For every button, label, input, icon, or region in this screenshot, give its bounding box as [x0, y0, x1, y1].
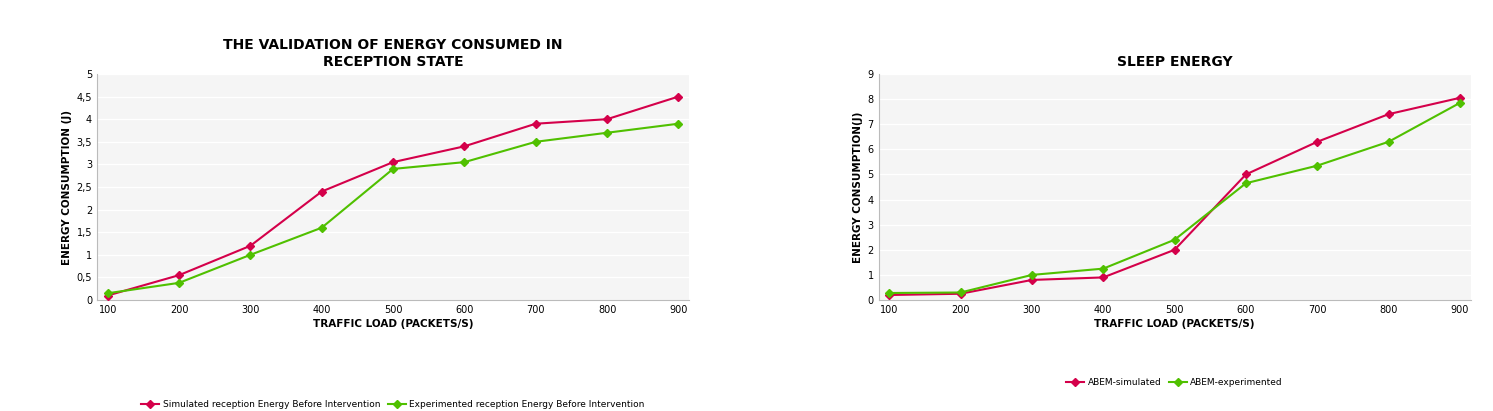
Y-axis label: ENERGY CONSUMPTION (J): ENERGY CONSUMPTION (J) — [63, 109, 72, 265]
ABEM-experimented — [1380, 139, 1397, 144]
ABEM-simulated — [1451, 95, 1469, 100]
Line: ABEM-experimented: ABEM-experimented — [887, 100, 1463, 296]
Simulated reception Energy Before Intervention — [669, 94, 687, 99]
Simulated reception Energy Before Intervention — [170, 273, 188, 278]
ABEM-simulated — [1166, 247, 1184, 252]
Simulated reception Energy Before Intervention — [312, 189, 330, 194]
ABEM-experimented — [1094, 266, 1112, 271]
ABEM-simulated — [1023, 277, 1041, 282]
X-axis label: TRAFFIC LOAD (PACKETS/S): TRAFFIC LOAD (PACKETS/S) — [1094, 319, 1254, 329]
Experimented reception Energy Before Intervention — [669, 121, 687, 126]
ABEM-simulated — [951, 291, 969, 296]
ABEM-simulated — [1094, 275, 1112, 280]
ABEM-experimented — [1023, 272, 1041, 277]
ABEM-experimented — [881, 291, 899, 296]
Experimented reception Energy Before Intervention — [384, 166, 402, 171]
ABEM-experimented — [1308, 163, 1326, 168]
Experimented reception Energy Before Intervention — [170, 280, 188, 285]
Legend: Simulated reception Energy Before Intervention, Experimented reception Energy Be: Simulated reception Energy Before Interv… — [137, 397, 648, 411]
Y-axis label: ENERGY CONSUMPTION(J): ENERGY CONSUMPTION(J) — [854, 111, 863, 263]
Line: Simulated reception Energy Before Intervention: Simulated reception Energy Before Interv… — [105, 94, 681, 298]
Simulated reception Energy Before Intervention — [99, 293, 116, 298]
ABEM-simulated — [1308, 139, 1326, 144]
Simulated reception Energy Before Intervention — [384, 160, 402, 165]
Line: ABEM-simulated: ABEM-simulated — [887, 95, 1463, 298]
Simulated reception Energy Before Intervention — [242, 243, 260, 248]
Simulated reception Energy Before Intervention — [527, 121, 545, 126]
Line: Experimented reception Energy Before Intervention: Experimented reception Energy Before Int… — [105, 121, 681, 296]
X-axis label: TRAFFIC LOAD (PACKETS/S): TRAFFIC LOAD (PACKETS/S) — [314, 319, 473, 329]
ABEM-experimented — [1166, 237, 1184, 242]
Simulated reception Energy Before Intervention — [455, 144, 473, 149]
ABEM-simulated — [881, 293, 899, 298]
Simulated reception Energy Before Intervention — [599, 117, 617, 122]
Experimented reception Energy Before Intervention — [599, 130, 617, 135]
ABEM-simulated — [1238, 172, 1256, 177]
Title: SLEEP ENERGY: SLEEP ENERGY — [1117, 55, 1232, 69]
ABEM-experimented — [1238, 181, 1256, 186]
Experimented reception Energy Before Intervention — [527, 139, 545, 144]
Experimented reception Energy Before Intervention — [242, 252, 260, 257]
ABEM-simulated — [1380, 112, 1397, 117]
ABEM-experimented — [1451, 100, 1469, 105]
Experimented reception Energy Before Intervention — [99, 291, 116, 296]
Title: THE VALIDATION OF ENERGY CONSUMED IN
RECEPTION STATE: THE VALIDATION OF ENERGY CONSUMED IN REC… — [224, 39, 563, 69]
Experimented reception Energy Before Intervention — [312, 225, 330, 230]
Experimented reception Energy Before Intervention — [455, 160, 473, 165]
Legend: ABEM-simulated, ABEM-experimented: ABEM-simulated, ABEM-experimented — [1063, 374, 1287, 390]
ABEM-experimented — [951, 290, 969, 295]
